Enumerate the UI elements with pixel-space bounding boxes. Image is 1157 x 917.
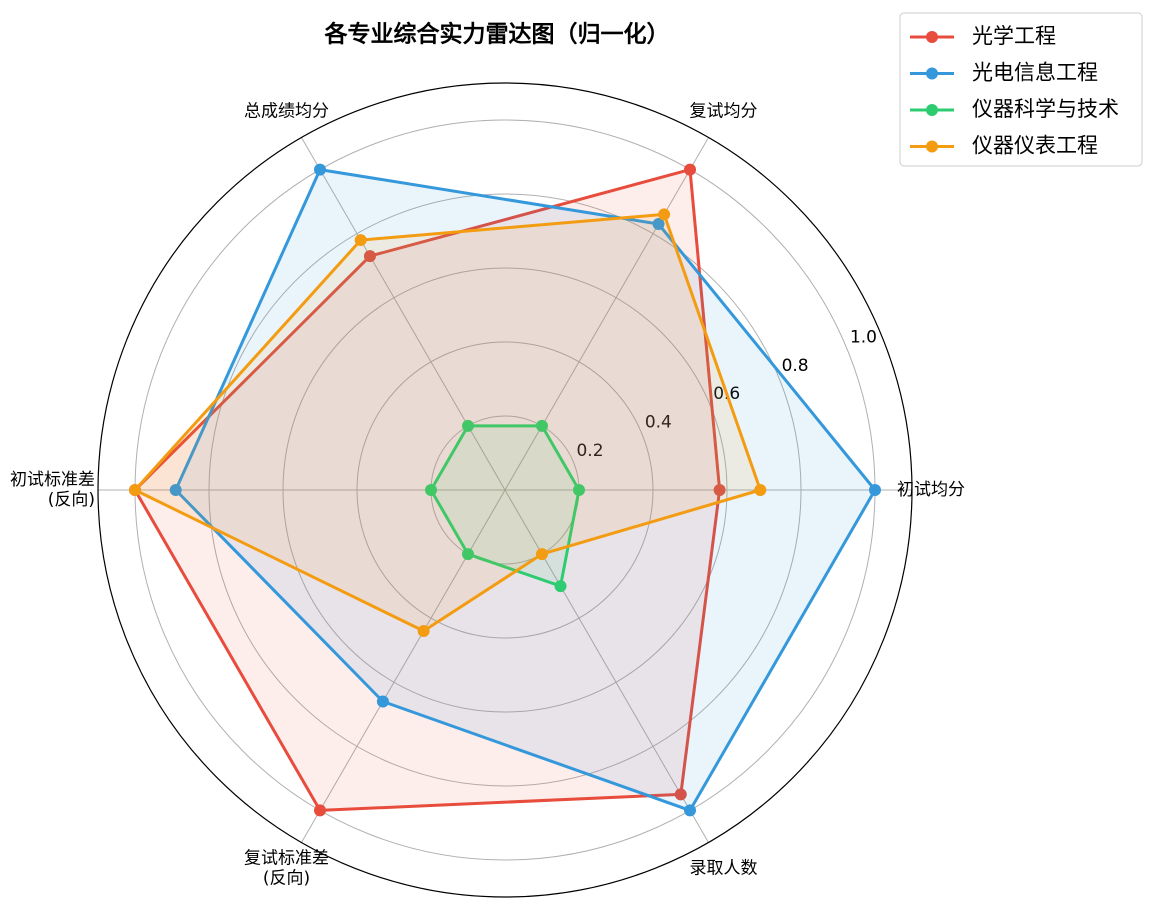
series-point xyxy=(314,804,326,817)
series-area xyxy=(431,425,579,587)
category-label: 初试均分 xyxy=(897,480,965,500)
r-tick-label: 0.4 xyxy=(645,412,672,432)
series-point xyxy=(554,580,567,593)
r-tick-label: 0.8 xyxy=(782,356,809,376)
polar-frame xyxy=(97,82,913,898)
series-point xyxy=(462,419,474,432)
series-point xyxy=(376,695,389,708)
series-point xyxy=(658,208,671,221)
legend-label: 仪器科学与技术 xyxy=(972,97,1119,121)
legend-marker xyxy=(926,104,938,116)
spoke xyxy=(504,137,709,491)
series-point xyxy=(652,218,665,231)
category-label: 初试标准差(反向) xyxy=(10,470,95,510)
series-area xyxy=(175,169,875,811)
series-point xyxy=(754,484,767,496)
series-point xyxy=(417,624,430,637)
series-point xyxy=(354,234,367,247)
series-point xyxy=(425,484,437,496)
chart-title: 各专业综合实力雷达图（归一化） xyxy=(324,21,670,48)
series-point xyxy=(536,419,548,432)
series-point xyxy=(573,484,585,496)
series-point xyxy=(314,163,326,176)
legend-marker xyxy=(926,67,938,80)
legend-label: 仪器仪表工程 xyxy=(972,134,1098,158)
series-point xyxy=(363,250,376,263)
legend-marker xyxy=(926,31,938,43)
spoke xyxy=(301,137,506,491)
spoke xyxy=(504,489,709,843)
r-tick-label: 0.2 xyxy=(576,441,603,461)
category-label: 总成绩均分 xyxy=(244,102,329,122)
series-point xyxy=(674,788,687,801)
legend-label: 光电信息工程 xyxy=(972,61,1098,85)
series-point xyxy=(536,548,548,561)
category-label: 复试均分 xyxy=(690,102,758,122)
series-point xyxy=(462,548,474,561)
series-point xyxy=(169,484,182,496)
spoke xyxy=(301,489,506,843)
legend-marker xyxy=(926,140,938,153)
legend-box xyxy=(899,12,1143,167)
series-point xyxy=(869,484,881,496)
series-point xyxy=(129,484,141,496)
series-point xyxy=(684,163,696,176)
series-point xyxy=(684,804,696,817)
r-tick-label: 1.0 xyxy=(850,328,877,348)
category-label: 复试标准差(反向) xyxy=(244,848,329,888)
category-label: 录取人数 xyxy=(690,858,758,878)
legend-label: 光学工程 xyxy=(972,24,1056,48)
series-point xyxy=(713,484,726,496)
